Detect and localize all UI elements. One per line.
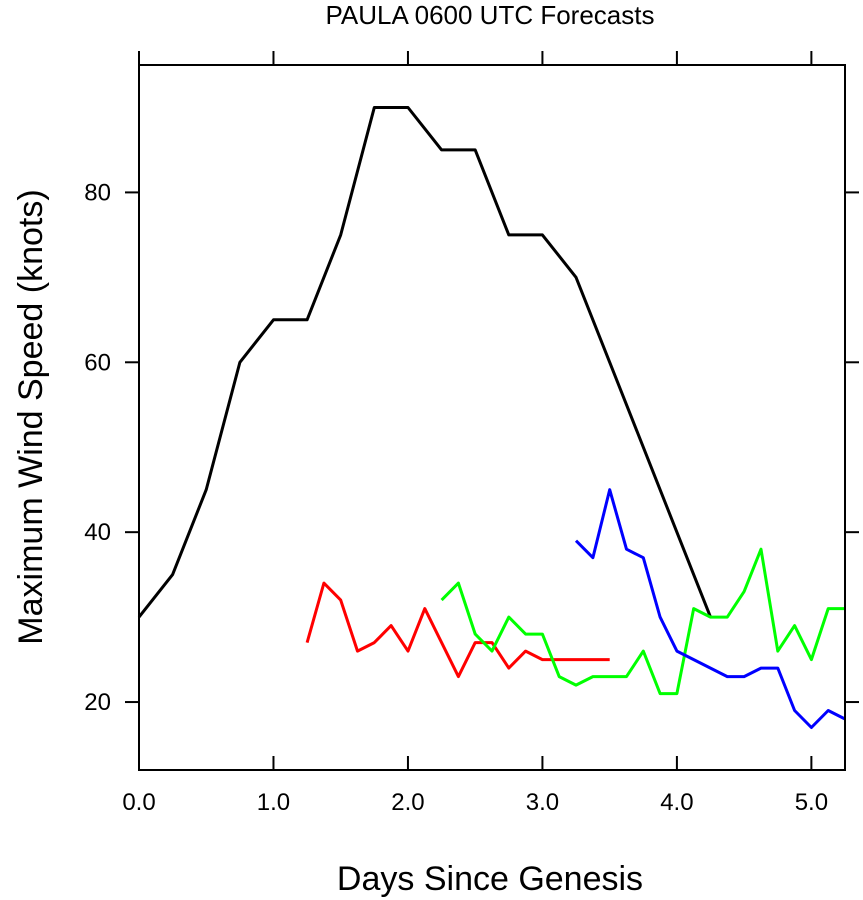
series-line-green <box>440 547 845 696</box>
series-line-red <box>305 581 610 679</box>
y-tick-label: 60 <box>84 349 111 376</box>
x-axis-label: Days Since Genesis <box>337 860 643 898</box>
x-tick-label: 1.0 <box>257 789 290 816</box>
x-tick-label: 3.0 <box>526 789 559 816</box>
x-tick-label: 4.0 <box>660 789 693 816</box>
tick-layer: 0.0 1.0 2.0 3.0 4.0 5.0 20 40 60 80 <box>84 51 859 816</box>
chart-title: PAULA 0600 UTC Forecasts <box>326 0 655 30</box>
y-tick-label: 80 <box>84 179 111 206</box>
y-tick-label: 40 <box>84 519 111 546</box>
x-tick-label: 2.0 <box>391 789 424 816</box>
series-line-blue <box>574 488 846 729</box>
series-layer <box>137 106 846 729</box>
plot-frame <box>138 64 846 771</box>
x-tick-label: 0.0 <box>122 789 155 816</box>
y-axis-label: Maximum Wind Speed (knots) <box>12 189 50 644</box>
series-line-black <box>137 106 712 619</box>
x-tick-label: 5.0 <box>795 789 828 816</box>
y-tick-label: 20 <box>84 689 111 716</box>
